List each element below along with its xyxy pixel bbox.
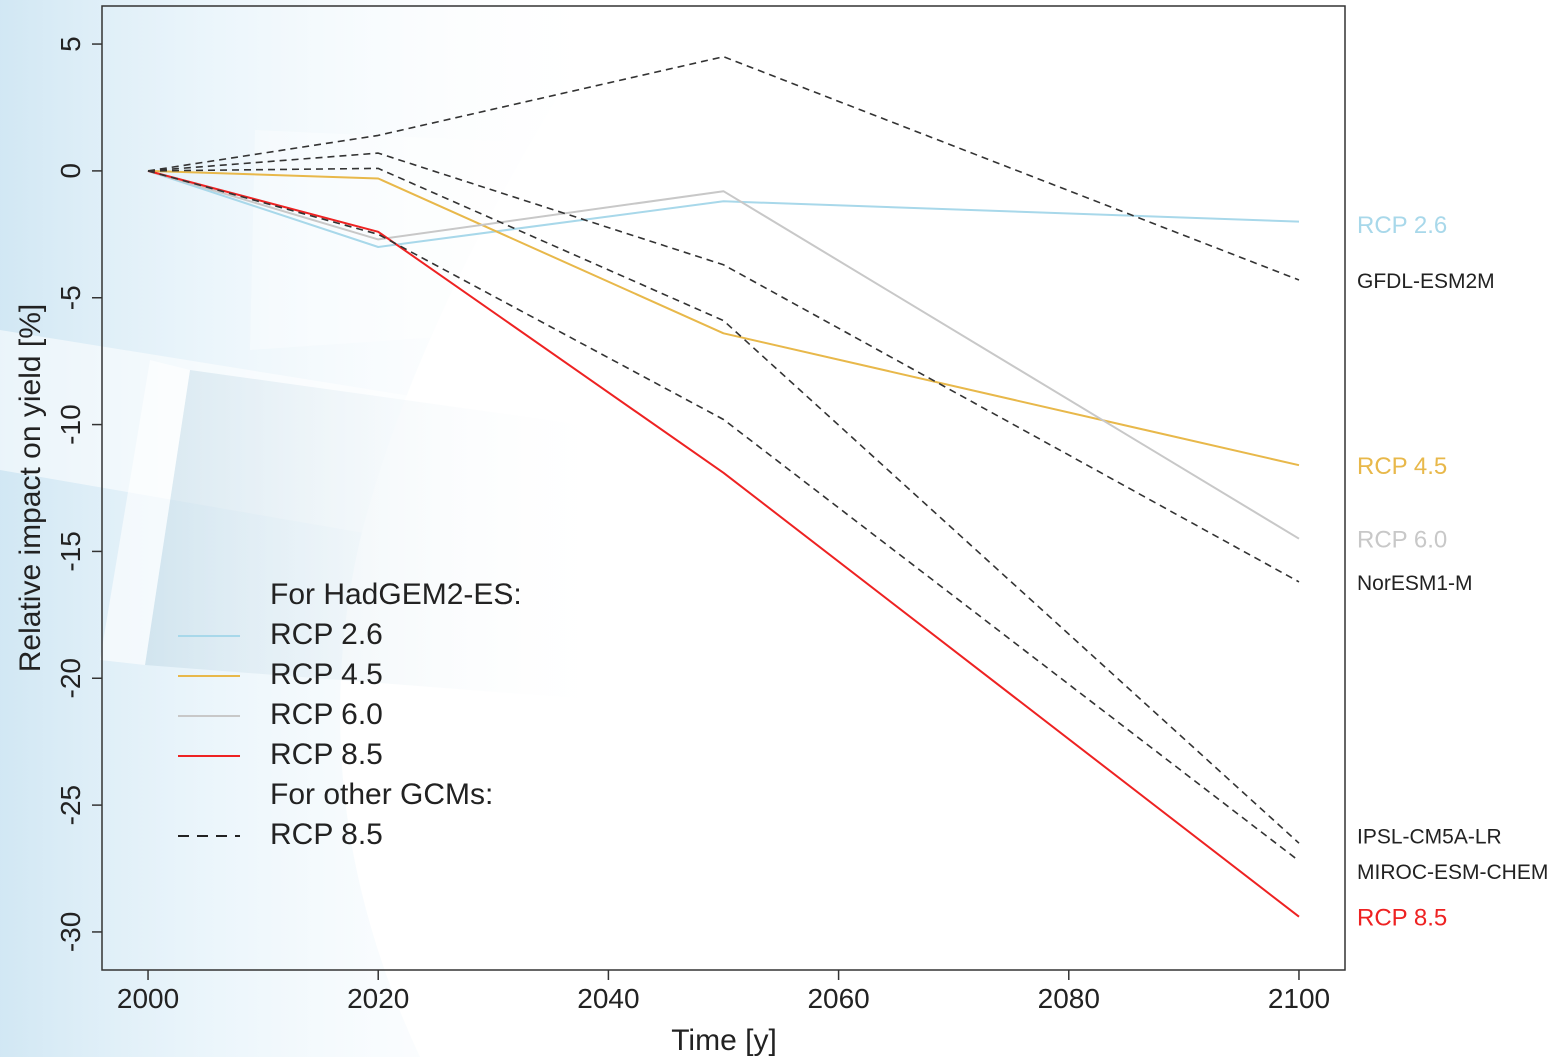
x-tick-label: 2000 [117, 983, 179, 1014]
background-watermark [0, 0, 700, 1057]
legend-header: For HadGEM2-ES: [270, 578, 522, 611]
end-label: GFDL-ESM2M [1357, 270, 1495, 293]
legend-label: RCP 2.6 [270, 618, 383, 651]
y-tick-label: 0 [55, 163, 86, 179]
series-line-rcp-8-5 [147, 169, 1300, 918]
x-tick-label: 2080 [1038, 983, 1100, 1014]
series-line-ipsl-cm5a-lr [147, 167, 1300, 844]
legend: For HadGEM2-ES: RCP 2.6 RCP 4.5 RCP 6.0 RCP … [178, 578, 522, 851]
end-label: IPSL-CM5A-LR [1357, 826, 1502, 849]
plot-frame [101, 5, 1346, 971]
y-tick-label: -25 [55, 785, 86, 825]
series-line-rcp-6-0 [147, 169, 1300, 540]
series-line-rcp-4-5 [147, 169, 1300, 467]
end-label: RCP 8.5 [1357, 905, 1447, 932]
x-tick-label: 2040 [577, 983, 639, 1014]
y-tick-label: 5 [55, 36, 86, 52]
x-axis-title: Time [y] [671, 1024, 777, 1057]
y-tick-label: -30 [55, 912, 86, 952]
axes: 2000 2020 2040 2060 2080 2100 5 0 -5 -10 -15 -20 -25… [55, 36, 1330, 1014]
legend-label: RCP 8.5 [270, 818, 383, 851]
y-tick-label: -20 [55, 658, 86, 698]
x-tick-label: 2020 [347, 983, 409, 1014]
y-tick-label: -10 [55, 404, 86, 444]
end-labels: RCP 2.6 GFDL-ESM2M RCP 4.5 RCP 6.0 NorESM1-M… [1357, 212, 1548, 932]
y-axis-title: Relative impact on yield [%] [14, 304, 47, 673]
y-tick-label: -5 [55, 285, 86, 310]
end-label: NorESM1-M [1357, 572, 1473, 595]
legend-label: RCP 6.0 [270, 698, 383, 731]
legend-label: RCP 8.5 [270, 738, 383, 771]
series-line-rcp-2-6 [147, 169, 1300, 248]
x-tick-label: 2060 [807, 983, 869, 1014]
x-tick-label: 2100 [1268, 983, 1330, 1014]
series-line-miroc-esm-chem [147, 170, 1300, 862]
end-label: RCP 2.6 [1357, 212, 1447, 239]
end-label: RCP 4.5 [1357, 453, 1447, 480]
series-layer [147, 55, 1300, 918]
series-line-gfdl-esm2m [147, 55, 1300, 281]
legend-header: For other GCMs: [270, 778, 493, 811]
series-line-noresm1-m [147, 152, 1300, 583]
end-label: MIROC-ESM-CHEM [1357, 861, 1548, 884]
y-tick-label: -15 [55, 531, 86, 571]
legend-label: RCP 4.5 [270, 658, 383, 691]
end-label: RCP 6.0 [1357, 527, 1447, 554]
